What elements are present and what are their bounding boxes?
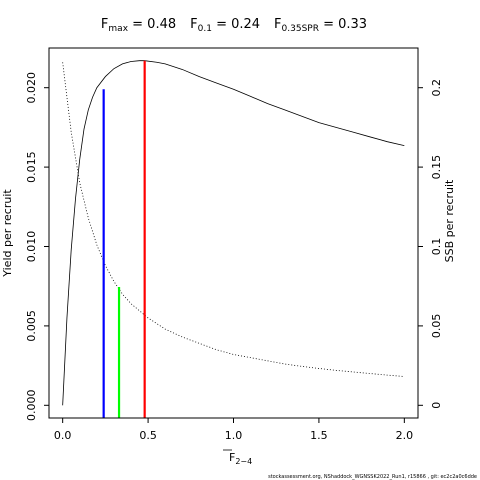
chart-title: Fmax = 0.48 F0.1 = 0.24 F0.35SPR = 0.33 [101, 17, 367, 34]
x-axis-label-symbol: F [229, 451, 235, 464]
y-left-tick-label: 0.020 [25, 72, 38, 104]
x-axis-label-text: F2−4 [229, 451, 252, 466]
y-left-tick-label: 0.005 [25, 310, 38, 342]
y-right-tick-label: 0.05 [430, 314, 443, 339]
title-value: = 0.24 [212, 17, 260, 32]
title-symbol: F [101, 17, 108, 32]
title-subscript: max [108, 24, 128, 34]
chart-title-text: Fmax = 0.48 F0.1 = 0.24 F0.35SPR = 0.33 [101, 17, 367, 34]
title-subscript: 0.1 [198, 24, 212, 34]
x-axis-label: F2−4 [223, 449, 252, 466]
y-left-tick-label: 0.015 [25, 151, 38, 183]
y-axis-right: 0 0.05 0.1 0.15 0.2 [418, 79, 443, 409]
x-tick-label: 1.5 [310, 429, 328, 442]
x-axis-label-subscript: 2−4 [235, 457, 252, 466]
footer-note: stockassessment.org, NShaddock_WGNSSK202… [268, 474, 477, 480]
y-left-tick-label: 0.010 [25, 231, 38, 263]
y-left-tick-label: 0.000 [25, 390, 38, 422]
y-right-tick-label: 0.1 [430, 238, 443, 256]
title-subscript: 0.35SPR [282, 24, 319, 34]
x-tick-label: 0.5 [139, 429, 157, 442]
title-symbol: F [274, 17, 281, 32]
y-axis-left-label: Yield per recruit [1, 189, 14, 278]
title-symbol: F [190, 17, 197, 32]
x-tick-label: 2.0 [396, 429, 414, 442]
y-right-tick-label: 0 [430, 402, 443, 409]
y-right-tick-label: 0.15 [430, 155, 443, 180]
y-right-tick-label: 0.2 [430, 79, 443, 97]
ssb-per-recruit-line [62, 62, 405, 377]
x-tick-label: 1.0 [225, 429, 243, 442]
x-tick-label: 0.0 [54, 429, 72, 442]
y-axis-right-label: SSB per recruit [443, 179, 456, 262]
plot-area [62, 60, 405, 418]
y-axis-left: 0.000 0.005 0.010 0.015 0.020 [25, 72, 49, 421]
x-axis: 0.0 0.5 1.0 1.5 2.0 [54, 418, 413, 442]
title-value: = 0.48 [128, 17, 176, 32]
title-value: = 0.33 [319, 17, 367, 32]
yield-per-recruit-line [62, 60, 405, 406]
